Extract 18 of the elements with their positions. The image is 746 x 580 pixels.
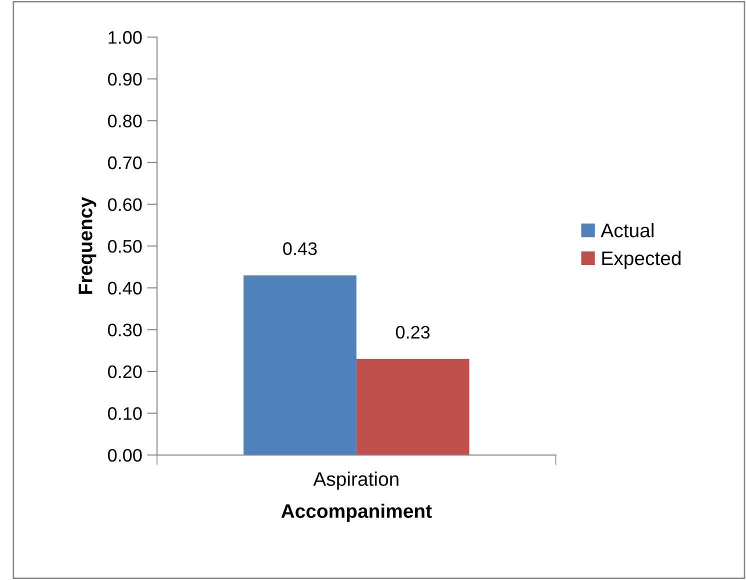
y-tick-label: 0.50 <box>108 240 142 253</box>
y-tick-label: 0.60 <box>108 198 142 211</box>
y-tick-label: 0.10 <box>108 407 142 420</box>
y-tick-label: 0.90 <box>108 72 142 86</box>
y-tick-label: 0.40 <box>108 282 142 295</box>
y-axis-title: Frequency <box>78 197 96 294</box>
legend-label: Expected <box>602 250 681 270</box>
x-tick-label: Aspiration <box>313 472 398 490</box>
y-tick-label: 0.30 <box>108 324 142 336</box>
data-label: 0.43 <box>283 242 317 256</box>
y-tick-label: 0.20 <box>108 365 142 378</box>
y-tick-label: 0.00 <box>108 448 142 462</box>
data-label: 0.23 <box>396 326 430 339</box>
y-tick-label: 0.70 <box>108 156 142 170</box>
y-tick-label: 1.00 <box>108 31 142 44</box>
x-axis-title: Accompaniment <box>281 504 432 522</box>
y-tick-label: 0.80 <box>108 114 142 128</box>
legend-label: Actual <box>600 223 654 238</box>
